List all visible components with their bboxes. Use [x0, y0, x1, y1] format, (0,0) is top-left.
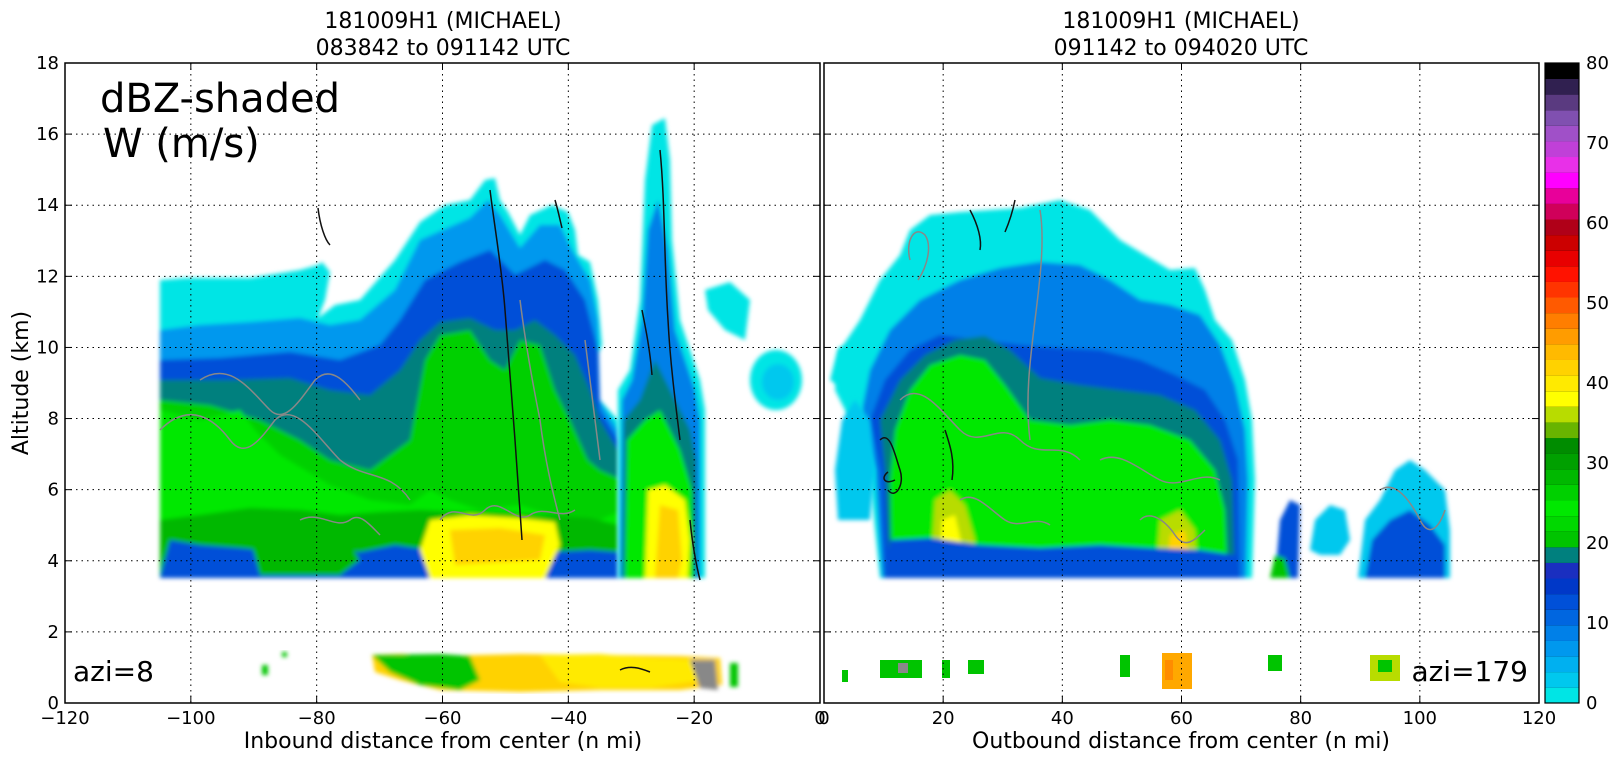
- colorbar-swatch: [1545, 172, 1579, 189]
- colorbar-swatch: [1545, 265, 1579, 282]
- colorbar-swatch: [1545, 578, 1579, 595]
- y-tick-label: 2: [48, 622, 59, 643]
- colorbar-swatch: [1545, 500, 1579, 517]
- left-grid: [65, 63, 820, 703]
- colorbar-swatch: [1545, 546, 1579, 563]
- colorbar-tick-label: 80: [1586, 53, 1609, 74]
- colorbar-swatch: [1545, 562, 1579, 579]
- y-tick-label: 12: [36, 266, 59, 287]
- colorbar-swatch: [1545, 687, 1579, 704]
- colorbar: 0 10 20 30 40 50 60 70 80: [1544, 53, 1609, 714]
- colorbar-swatch: [1545, 484, 1579, 501]
- right-reflectivity-field: [830, 199, 1450, 689]
- left-panel: 181009H1 (MICHAEL) 083842 to 091142 UTC: [9, 9, 826, 754]
- colorbar-swatch: [1545, 422, 1579, 439]
- colorbar-swatch: [1545, 328, 1579, 345]
- colorbar-swatch: [1545, 297, 1579, 314]
- colorbar-swatch: [1545, 468, 1579, 485]
- y-axis-label: Altitude (km): [9, 311, 34, 455]
- colorbar-tick-label: 70: [1586, 133, 1609, 154]
- colorbar-tick-label: 60: [1586, 213, 1609, 234]
- colorbar-swatch: [1545, 531, 1579, 548]
- left-x-tick-label: −60: [424, 708, 462, 729]
- right-azimuth-label: azi=179: [1411, 655, 1528, 688]
- right-title: 181009H1 (MICHAEL): [1062, 9, 1299, 34]
- left-title: 181009H1 (MICHAEL): [324, 9, 561, 34]
- colorbar-tick-label: 30: [1586, 453, 1609, 474]
- y-tick-label: 18: [36, 53, 59, 74]
- colorbar-swatch: [1545, 125, 1579, 142]
- colorbar-swatch: [1545, 219, 1579, 236]
- left-x-tick-label: −120: [40, 708, 89, 729]
- colorbar-tick-label: 10: [1586, 613, 1609, 634]
- right-x-tick-label: 0: [818, 708, 829, 729]
- right-x-tick-label: 20: [932, 708, 955, 729]
- y-tick-label: 16: [36, 124, 59, 145]
- colorbar-swatch: [1545, 437, 1579, 454]
- right-grid: [824, 63, 1539, 703]
- colorbar-swatch: [1545, 640, 1579, 657]
- left-reflectivity-field: [159, 118, 802, 692]
- right-panel: 181009H1 (MICHAEL) 091142 to 094020 UTC: [818, 9, 1556, 754]
- colorbar-swatch: [1545, 671, 1579, 688]
- colorbar-swatch: [1545, 656, 1579, 673]
- right-x-tick-label: 60: [1170, 708, 1193, 729]
- left-x-tick-label: −100: [166, 708, 215, 729]
- colorbar-swatch: [1545, 187, 1579, 204]
- colorbar-swatch: [1545, 234, 1579, 251]
- colorbar-ticks: 0 10 20 30 40 50 60 70 80: [1586, 53, 1609, 714]
- y-tick-label: 10: [36, 337, 59, 358]
- colorbar-swatches: [1545, 62, 1579, 704]
- colorbar-tick-label: 0: [1586, 693, 1597, 714]
- colorbar-swatch: [1545, 343, 1579, 360]
- colorbar-swatch: [1545, 94, 1579, 111]
- left-x-tick-label: −80: [298, 708, 336, 729]
- colorbar-tick-label: 20: [1586, 533, 1609, 554]
- colorbar-swatch: [1545, 78, 1579, 95]
- colorbar-swatch: [1545, 453, 1579, 470]
- left-subtitle: 083842 to 091142 UTC: [316, 36, 571, 61]
- colorbar-tick-label: 40: [1586, 373, 1609, 394]
- annotation-dbz-shaded: dBZ-shaded: [100, 76, 340, 122]
- colorbar-tick-label: 50: [1586, 293, 1609, 314]
- y-tick-label: 8: [48, 409, 59, 430]
- colorbar-swatch: [1545, 359, 1579, 376]
- colorbar-swatch: [1545, 109, 1579, 126]
- colorbar-swatch: [1545, 203, 1579, 220]
- annotation-w-ms: W (m/s): [103, 121, 260, 167]
- colorbar-swatch: [1545, 141, 1579, 158]
- right-x-tick-label: 80: [1289, 708, 1312, 729]
- right-x-tick-label: 40: [1051, 708, 1074, 729]
- left-x-axis-label: Inbound distance from center (n mi): [244, 729, 643, 754]
- colorbar-swatch: [1545, 609, 1579, 626]
- colorbar-swatch: [1545, 390, 1579, 407]
- colorbar-swatch: [1545, 250, 1579, 267]
- left-azimuth-label: azi=8: [73, 655, 154, 688]
- colorbar-swatch: [1545, 515, 1579, 532]
- left-x-tick-label: −40: [549, 708, 587, 729]
- colorbar-swatch: [1545, 156, 1579, 173]
- right-ticks: 0 20 40 60 80 100 120: [818, 62, 1556, 729]
- left-x-tick-label: −20: [675, 708, 713, 729]
- colorbar-swatch: [1545, 624, 1579, 641]
- left-x-tick-label: 0: [814, 708, 825, 729]
- right-x-tick-label: 120: [1522, 708, 1556, 729]
- colorbar-swatch: [1545, 63, 1579, 80]
- y-tick-label: 14: [36, 195, 59, 216]
- colorbar-swatch: [1545, 281, 1579, 298]
- y-tick-label: 6: [48, 480, 59, 501]
- y-tick-label: 4: [48, 551, 59, 572]
- right-subtitle: 091142 to 094020 UTC: [1054, 36, 1309, 61]
- y-tick-label: 0: [48, 693, 59, 714]
- colorbar-swatch: [1545, 375, 1579, 392]
- colorbar-frame: [1544, 62, 1580, 704]
- colorbar-swatch: [1545, 312, 1579, 329]
- right-x-tick-label: 100: [1403, 708, 1437, 729]
- right-x-axis-label: Outbound distance from center (n mi): [972, 729, 1390, 754]
- colorbar-swatch: [1545, 593, 1579, 610]
- colorbar-swatch: [1545, 406, 1579, 423]
